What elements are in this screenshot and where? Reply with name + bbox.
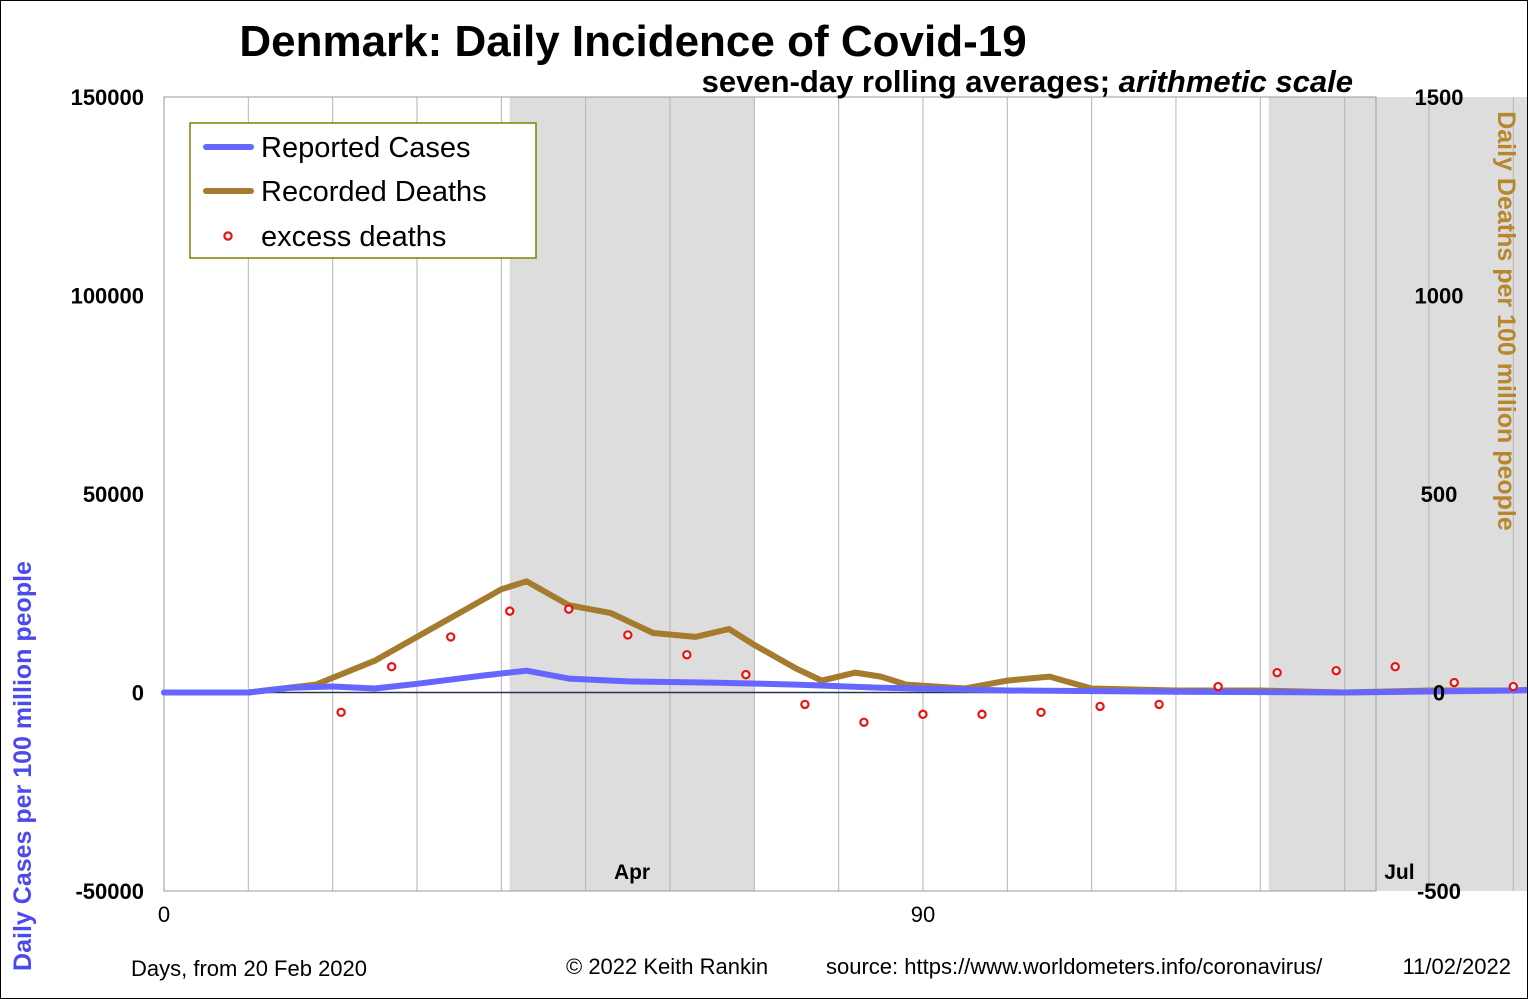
excess-death-point-1 (386, 661, 397, 672)
excess-death-point-14 (1154, 699, 1164, 710)
y-left-tick-0: 150000 (71, 85, 144, 110)
subtitle-plain: seven-day rolling averages; (702, 64, 1119, 99)
x-tick-1: 90 (911, 902, 935, 927)
month-labels: AprJulOctJanAprJulOctJan (614, 861, 1415, 884)
plot-border (163, 96, 1377, 892)
y-right-tick-0: 1500 (1415, 85, 1464, 110)
legend-deaths-label: Recorded Deaths (261, 176, 487, 208)
right-axis-ticks: 1500 1000 500 0 -500 (1415, 85, 1464, 904)
x-tick-0: 0 (158, 902, 170, 927)
copyright-text: © 2022 Keith Rankin (566, 954, 768, 979)
legend-cases-label: Reported Cases (261, 132, 471, 164)
y-left-tick-1: 100000 (71, 284, 144, 309)
source-text: source: https://www.worldometers.info/co… (826, 954, 1323, 979)
date-text: 11/02/2022 (1403, 954, 1511, 979)
month-shade-1 (1268, 97, 1527, 891)
excess-death-point-16 (1272, 667, 1282, 678)
x-axis-ticks: 090180270360450540630720 (158, 902, 935, 927)
y-right-tick-2: 500 (1421, 482, 1458, 507)
excess-death-point-4 (564, 604, 574, 614)
legend: Reported Cases Recorded Deaths excess de… (189, 122, 537, 259)
y-left-tick-2: 50000 (83, 482, 144, 507)
excess-death-point-7 (741, 669, 751, 680)
excess-death-point-19 (1449, 677, 1459, 688)
excess-death-point-20 (1508, 681, 1518, 692)
excess-death-point-5 (623, 630, 633, 640)
y-right-tick-4: -500 (1417, 879, 1461, 904)
chart-title: Denmark: Daily Incidence of Covid-19 (239, 17, 1026, 66)
excess-death-point-6 (682, 650, 692, 660)
excess-death-point-15 (1213, 681, 1223, 692)
excess-death-point-9 (859, 717, 869, 727)
excess-death-point-18 (1390, 661, 1400, 672)
y-left-tick-4: -50000 (75, 879, 144, 904)
excess-death-point-10 (918, 709, 928, 720)
y-right-tick-3: 0 (1433, 681, 1445, 706)
legend-excess-marker (223, 231, 233, 241)
x-axis-label: Days, from 20 Feb 2020 (131, 956, 367, 981)
vertical-gridlines (164, 97, 1514, 891)
month-shading (509, 97, 1527, 891)
series-recorded-deaths-line (161, 578, 1527, 696)
excess-death-point-8 (800, 699, 810, 710)
excess-death-point-0 (336, 707, 346, 718)
legend-excess-label: excess deaths (261, 221, 446, 253)
y-left-tick-3: 0 (132, 681, 144, 706)
chart-subtitle: seven-day rolling averages; arithmetic s… (702, 64, 1353, 99)
excess-death-point-3 (505, 606, 515, 616)
y-right-label: Daily Deaths per 100 million people (1492, 111, 1520, 531)
subtitle-italic: arithmetic scale (1119, 64, 1353, 99)
excess-death-point-13 (1095, 701, 1105, 712)
y-right-tick-1: 1000 (1415, 284, 1464, 309)
series-layer (161, 578, 1527, 727)
excess-death-point-2 (446, 632, 456, 642)
y-left-label: Daily Cases per 100 million people (9, 561, 37, 971)
excess-death-point-11 (977, 709, 987, 720)
excess-death-point-17 (1331, 665, 1341, 676)
left-axis-ticks: 150000 100000 50000 0 -50000 (71, 85, 144, 904)
excess-death-point-12 (1036, 707, 1046, 718)
month-label-0: Apr (614, 861, 650, 884)
month-shade-0 (509, 97, 755, 891)
month-label-1: Jul (1384, 861, 1414, 884)
